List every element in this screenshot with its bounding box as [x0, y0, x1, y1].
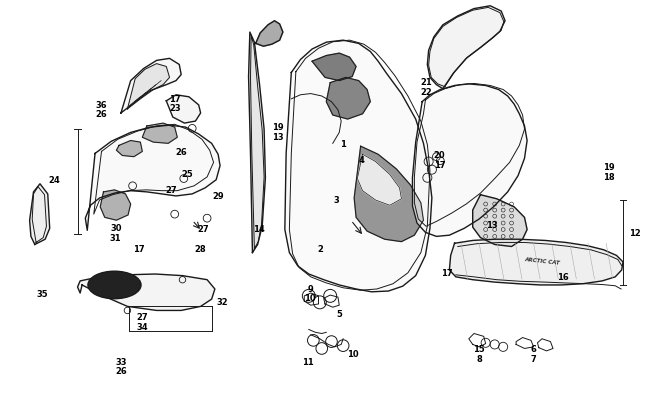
- Text: ARCTIC CAT: ARCTIC CAT: [524, 257, 560, 265]
- Text: 17: 17: [441, 269, 452, 277]
- Text: 29: 29: [213, 192, 224, 201]
- Text: 27: 27: [198, 224, 209, 233]
- Polygon shape: [85, 126, 220, 231]
- Polygon shape: [248, 33, 265, 253]
- Text: 36
26: 36 26: [96, 100, 107, 119]
- Text: 10: 10: [347, 350, 359, 358]
- Polygon shape: [77, 274, 215, 311]
- Text: 33
26: 33 26: [116, 357, 127, 375]
- Polygon shape: [312, 54, 356, 81]
- Text: 30
31: 30 31: [110, 224, 122, 242]
- Polygon shape: [127, 64, 170, 110]
- Text: 4: 4: [359, 156, 365, 164]
- Text: 11: 11: [302, 358, 313, 367]
- Polygon shape: [427, 7, 505, 90]
- Text: 19
13: 19 13: [272, 123, 283, 141]
- Text: 1: 1: [339, 139, 345, 149]
- Text: 9
10: 9 10: [304, 284, 316, 303]
- Polygon shape: [358, 155, 402, 206]
- Text: 2: 2: [317, 245, 323, 254]
- Polygon shape: [121, 59, 181, 114]
- Text: 12: 12: [629, 228, 640, 237]
- Polygon shape: [449, 240, 623, 285]
- Polygon shape: [473, 195, 527, 247]
- Polygon shape: [142, 124, 177, 144]
- Text: 6
7: 6 7: [530, 345, 536, 363]
- Text: 28: 28: [194, 245, 206, 254]
- Text: 17
23: 17 23: [169, 94, 181, 113]
- Text: 27
34: 27 34: [136, 312, 148, 331]
- Text: 5: 5: [336, 309, 342, 318]
- Text: 3: 3: [333, 196, 339, 205]
- Polygon shape: [326, 78, 370, 120]
- Text: 16: 16: [558, 273, 569, 281]
- Text: 13: 13: [486, 220, 497, 229]
- Text: 27: 27: [166, 186, 177, 195]
- Text: 20
17: 20 17: [434, 151, 445, 169]
- Text: 26: 26: [176, 147, 187, 157]
- Text: 25: 25: [181, 170, 193, 179]
- Polygon shape: [354, 147, 423, 242]
- Text: 32: 32: [217, 297, 228, 306]
- Text: 14: 14: [253, 224, 265, 233]
- Text: 24: 24: [48, 176, 60, 185]
- Text: 35: 35: [36, 289, 47, 298]
- Text: 19
18: 19 18: [603, 163, 614, 181]
- Polygon shape: [116, 141, 142, 157]
- Polygon shape: [255, 22, 283, 47]
- Polygon shape: [100, 190, 131, 221]
- Polygon shape: [166, 96, 201, 124]
- Text: 17: 17: [133, 245, 145, 254]
- Polygon shape: [413, 85, 527, 237]
- Polygon shape: [30, 184, 49, 245]
- Ellipse shape: [88, 271, 141, 299]
- Text: 15
8: 15 8: [473, 345, 485, 363]
- Polygon shape: [285, 41, 432, 292]
- Text: 21
22: 21 22: [421, 78, 433, 97]
